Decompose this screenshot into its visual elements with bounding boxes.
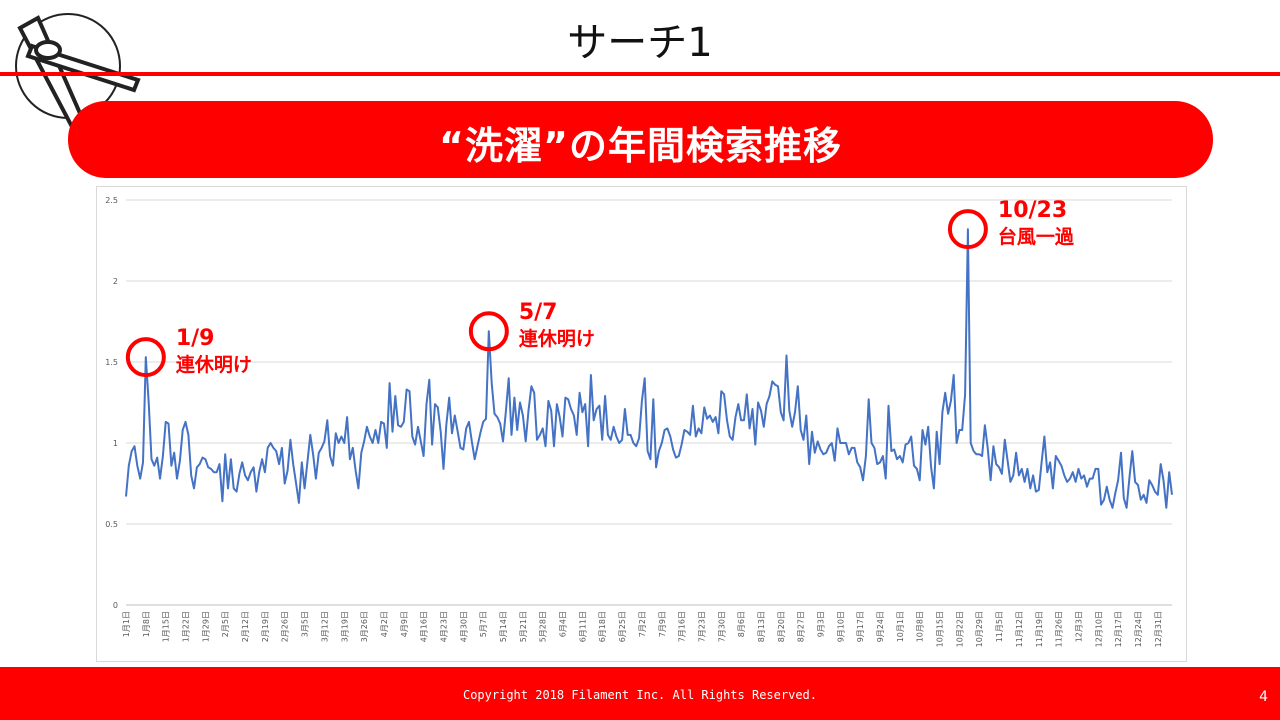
x-tick-label: 2月26日: [281, 611, 290, 642]
page-number: 4: [1259, 689, 1268, 705]
x-tick-label: 1月29日: [201, 611, 210, 642]
x-tick-label: 11月5日: [995, 611, 1004, 642]
x-tick-label: 3月19日: [340, 611, 349, 642]
clothespin-icon: [15, 13, 141, 145]
x-tick-label: 5月14日: [499, 611, 508, 642]
x-tick-label: 6月4日: [559, 611, 568, 637]
annotation-circle: [468, 311, 509, 352]
x-tick-label: 3月26日: [360, 611, 369, 642]
x-tick-label: 4月2日: [380, 611, 389, 637]
annotation-date: 1/9: [176, 326, 215, 351]
x-tick-label: 1月8日: [142, 611, 151, 637]
x-tick-label: 5月28日: [539, 611, 548, 642]
x-tick-label: 1月15日: [162, 611, 171, 642]
x-tick-label: 2月12日: [241, 611, 250, 642]
x-tick-label: 11月19日: [1035, 611, 1044, 647]
x-tick-label: 7月23日: [697, 611, 706, 642]
x-tick-label: 7月30日: [717, 611, 726, 642]
x-tick-label: 11月12日: [1015, 611, 1024, 647]
annotation-circle: [125, 337, 166, 378]
copyright-text: Copyright 2018 Filament Inc. All Rights …: [462, 688, 817, 702]
x-tick-label: 7月9日: [658, 611, 667, 637]
x-tick-label: 8月20日: [777, 611, 786, 642]
y-tick-label: 0.5: [105, 520, 118, 529]
x-tick-label: 6月11日: [578, 611, 587, 642]
x-tick-label: 2月19日: [261, 611, 270, 642]
x-tick-label: 9月17日: [856, 611, 865, 642]
x-tick-label: 10月8日: [916, 611, 925, 642]
x-tick-label: 10月29日: [975, 611, 984, 647]
x-tick-label: 9月10日: [836, 611, 845, 642]
x-tick-label: 11月26日: [1055, 611, 1064, 647]
annotation-date: 10/23: [998, 198, 1067, 223]
title-divider: [0, 72, 1280, 76]
annotation-date: 5/7: [519, 300, 558, 325]
slide-title: サーチ1: [567, 20, 713, 66]
x-tick-label: 5月7日: [479, 611, 488, 637]
x-tick-label: 4月9日: [400, 611, 409, 637]
banner-title: “洗濯”の年間検索推移: [439, 124, 842, 168]
x-tick-label: 1月1日: [122, 611, 131, 637]
series-line: [125, 228, 1173, 509]
footer-bar: Copyright 2018 Filament Inc. All Rights …: [0, 667, 1280, 720]
x-tick-label: 4月16日: [420, 611, 429, 642]
x-tick-label: 9月3日: [816, 611, 825, 637]
section-banner: “洗濯”の年間検索推移: [68, 101, 1213, 178]
x-tick-label: 3月12日: [320, 611, 329, 642]
x-tick-label: 10月1日: [896, 611, 905, 642]
x-tick-label: 2月5日: [221, 611, 230, 637]
x-tick-label: 4月30日: [459, 611, 468, 642]
x-tick-label: 8月27日: [797, 611, 806, 642]
y-tick-label: 0: [113, 601, 118, 610]
y-tick-label: 2: [113, 277, 118, 286]
x-tick-label: 1月22日: [182, 611, 191, 642]
y-tick-label: 1.5: [105, 358, 118, 367]
x-tick-label: 3月5日: [301, 611, 310, 637]
x-tick-label: 12月3日: [1074, 611, 1083, 642]
annotation-label: 連休明け: [519, 327, 595, 350]
chart-container: 0 0.5 1 1.5 2 2.5 1月1日 1月8日 1月15日 1月22日 1月29日 2月5日 2…: [96, 186, 1187, 662]
annotation-circle: [947, 209, 988, 250]
x-tick-label: 12月31日: [1154, 611, 1163, 647]
x-tick-label: 4月23日: [439, 611, 448, 642]
x-tick-label: 6月18日: [598, 611, 607, 642]
search-trend-chart: 0 0.5 1 1.5 2 2.5 1月1日 1月8日 1月15日 1月22日 1月29日 2月5日 2…: [105, 196, 1173, 647]
x-tick-label: 6月25日: [618, 611, 627, 642]
x-tick-label: 12月17日: [1114, 611, 1123, 647]
y-tick-label: 2.5: [105, 196, 118, 205]
x-tick-label: 12月10日: [1094, 611, 1103, 647]
x-tick-label: 10月15日: [936, 611, 945, 647]
x-tick-label: 10月22日: [955, 611, 964, 647]
x-tick-label: 8月13日: [757, 611, 766, 642]
x-tick-label: 7月2日: [638, 611, 647, 637]
x-tick-label: 12月24日: [1134, 611, 1143, 647]
annotation-label: 連休明け: [176, 353, 252, 376]
y-tick-label: 1: [113, 439, 118, 448]
x-tick-label: 7月16日: [678, 611, 687, 642]
annotation-label: 台風一過: [998, 225, 1075, 248]
x-tick-label: 8月6日: [737, 611, 746, 637]
x-tick-label: 5月21日: [519, 611, 528, 642]
clothespin-logo: [10, 8, 145, 145]
x-tick-label: 9月24日: [876, 611, 885, 642]
